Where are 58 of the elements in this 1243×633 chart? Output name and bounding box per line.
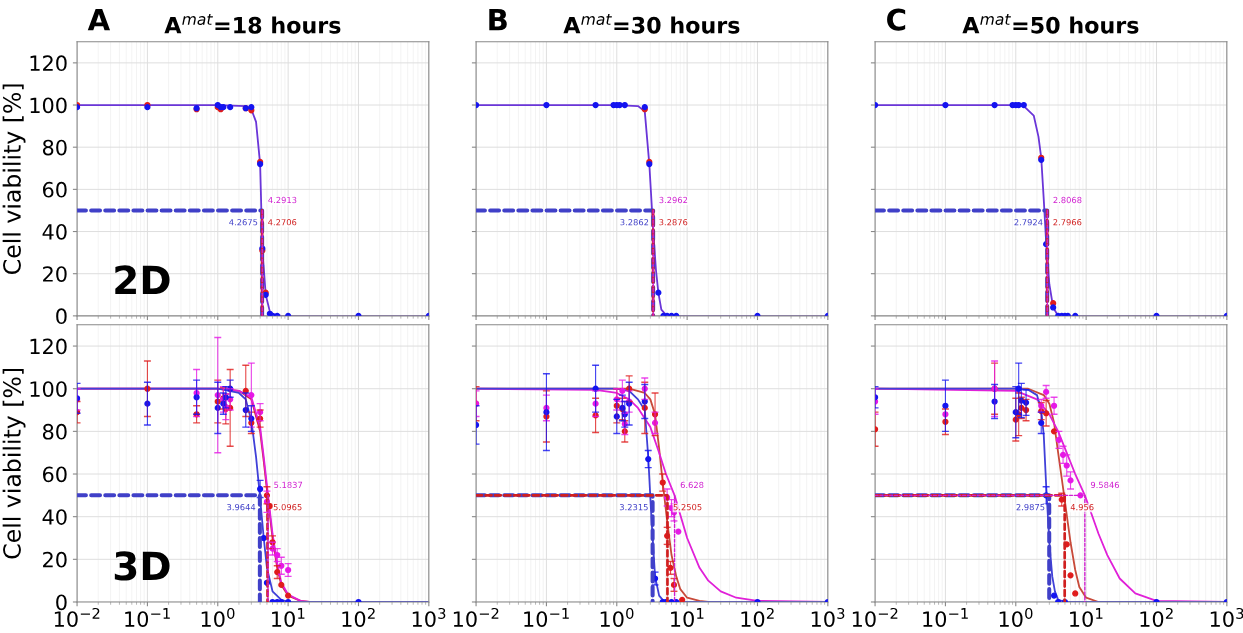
annotation: 6.628 xyxy=(680,481,704,489)
x-tick-label: 10$^{1}$ xyxy=(671,608,704,627)
x-tick-label: 10$^{−1}$ xyxy=(125,608,170,627)
x-tick-label: 10$^{2}$ xyxy=(1140,607,1173,627)
y-tick-label: 100 xyxy=(30,381,67,397)
x-tick-label: 10$^{3}$ xyxy=(811,607,845,627)
y-tick-label: 60 xyxy=(42,181,67,198)
x-tick-label: 10$^{−1}$ xyxy=(524,608,569,627)
annotation: 4.2913 xyxy=(268,196,297,204)
y-tick-label: 80 xyxy=(42,423,67,440)
x-tick-label: 10$^{2}$ xyxy=(342,607,375,627)
annotation: 3.2862 xyxy=(620,219,649,226)
y-axis-title: Cell viability [%] xyxy=(2,368,26,559)
x-tick-label: 10$^{0}$ xyxy=(600,607,634,627)
annotation: 2.9875 xyxy=(1016,503,1045,511)
chart-title: A$^{mat}$=50 hours xyxy=(962,13,1139,34)
annotation: 5.0965 xyxy=(273,503,302,511)
x-tick-label: 10$^{1}$ xyxy=(272,608,305,627)
y-tick-label: 0 xyxy=(56,308,67,325)
annotation: 4.2675 xyxy=(229,219,258,226)
y-tick-label: 120 xyxy=(30,55,67,72)
y-axis-title: Cell viability [%] xyxy=(2,84,26,274)
x-tick-label: 10$^{−2}$ xyxy=(453,607,499,627)
y-tick-label: 80 xyxy=(42,139,67,156)
annotation: 4.2706 xyxy=(268,219,297,226)
y-tick-label: 20 xyxy=(43,266,67,282)
x-tick-label: 10$^{3}$ xyxy=(412,607,446,627)
x-tick-label: 10$^{−1}$ xyxy=(923,608,968,627)
annotation: 3D xyxy=(114,551,170,581)
y-tick-label: 20 xyxy=(43,551,67,568)
annotation: 9.5846 xyxy=(1090,481,1120,489)
text: A xyxy=(87,8,111,31)
y-tick-label: 120 xyxy=(30,338,67,355)
annotation: 3.2315 xyxy=(619,503,648,511)
text: C xyxy=(887,8,906,31)
text: B xyxy=(489,8,507,31)
annotation: 2D xyxy=(115,265,170,295)
x-tick-label: 10$^{0}$ xyxy=(999,607,1033,627)
annotation: 2.8068 xyxy=(1053,196,1082,204)
x-tick-label: 10$^{3}$ xyxy=(1210,607,1243,627)
x-tick-label: 10$^{2}$ xyxy=(741,607,774,627)
annotation: 3.2962 xyxy=(659,196,688,204)
chart-title: A$^{mat}$=30 hours xyxy=(563,13,740,34)
annotation: 5.2505 xyxy=(673,503,702,511)
annotation: 4.956 xyxy=(1070,503,1094,511)
x-tick-label: 10$^{0}$ xyxy=(201,607,235,627)
x-tick-label: 10$^{1}$ xyxy=(1070,608,1103,627)
y-tick-label: 40 xyxy=(42,223,67,240)
annotation: 2.7966 xyxy=(1053,219,1082,226)
annotation: 3.2876 xyxy=(659,219,688,226)
y-tick-label: 40 xyxy=(42,509,67,525)
y-tick-label: 60 xyxy=(42,466,67,483)
annotation: 2.7924 xyxy=(1014,219,1043,226)
annotation: 5.1837 xyxy=(274,481,303,489)
x-tick-label: 10$^{−2}$ xyxy=(852,607,898,627)
y-tick-label: 100 xyxy=(30,97,67,114)
annotation: 3.9644 xyxy=(227,503,256,511)
chart-title: A$^{mat}$=18 hours xyxy=(164,13,341,34)
